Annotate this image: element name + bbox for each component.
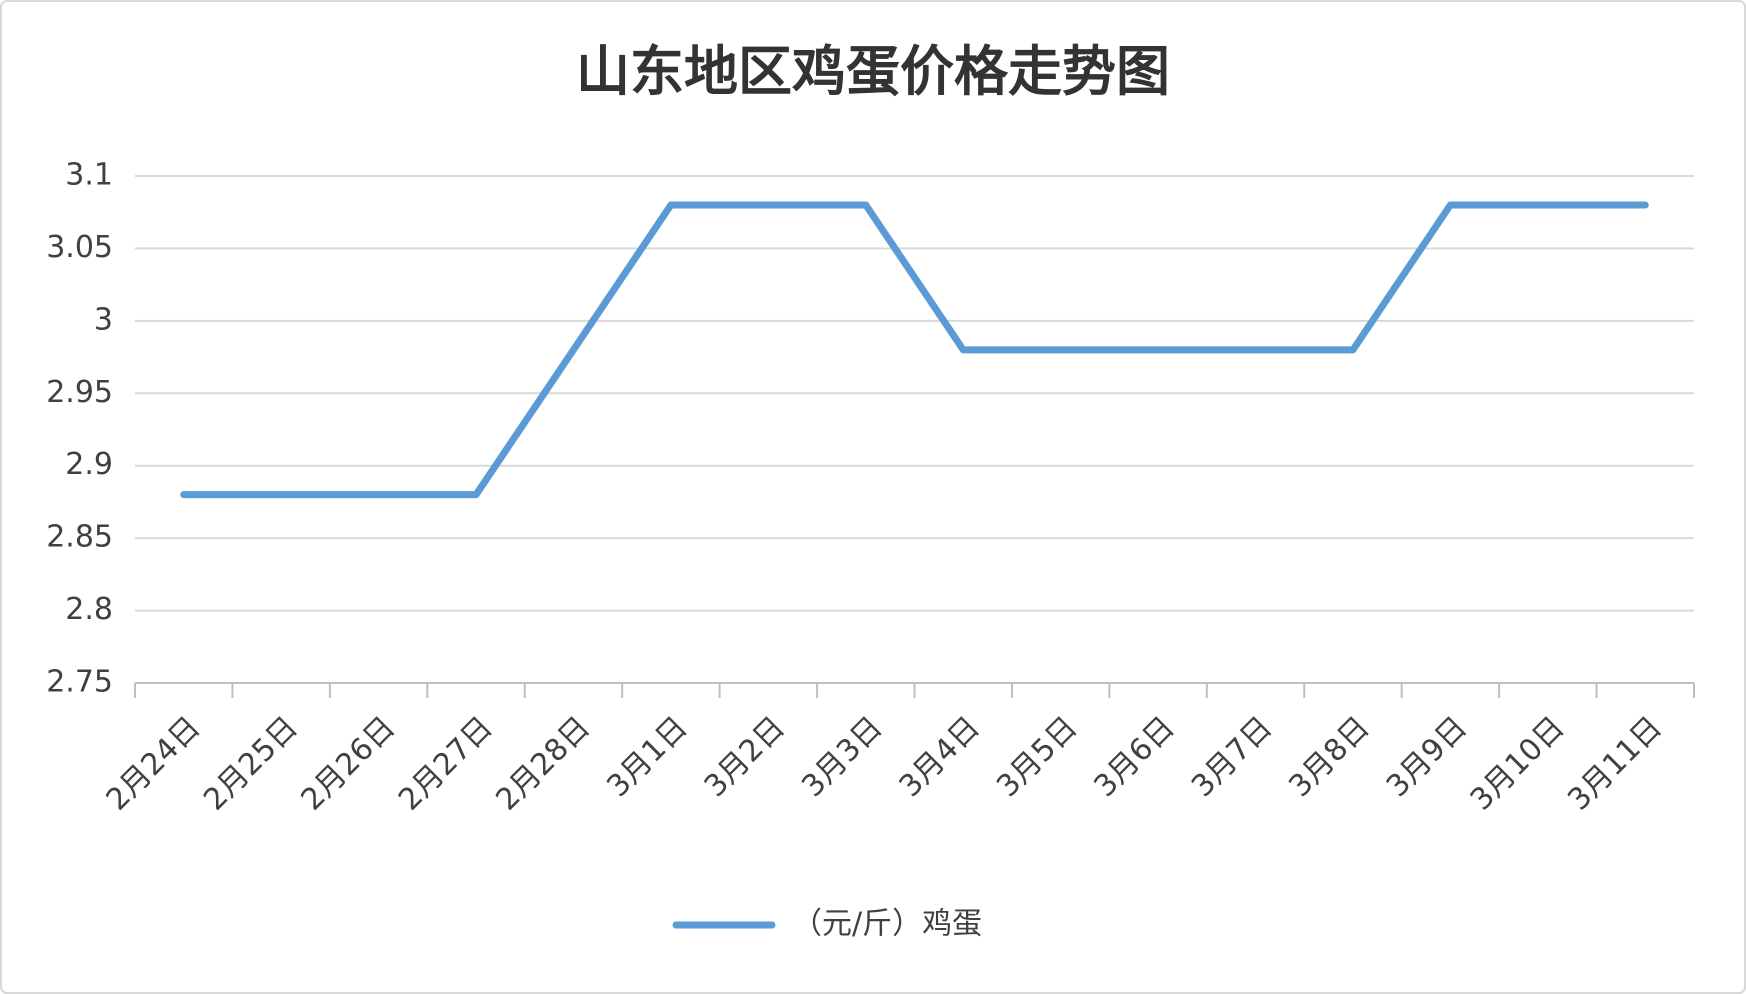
chart-title: 山东地区鸡蛋价格走势图 [576,39,1170,103]
y-tick-label: 2.75 [46,665,113,700]
y-tick-label: 3 [94,302,113,337]
y-tick-label: 2.95 [46,375,113,410]
y-tick-label: 2.9 [65,447,113,482]
y-tick-label: 3.1 [65,158,113,193]
y-tick-label: 2.85 [46,520,113,555]
y-tick-label: 2.8 [65,592,113,627]
line-series [180,201,1649,499]
legend-label: （元/斤）鸡蛋 [792,907,982,942]
y-tick-label: 3.05 [46,230,113,265]
